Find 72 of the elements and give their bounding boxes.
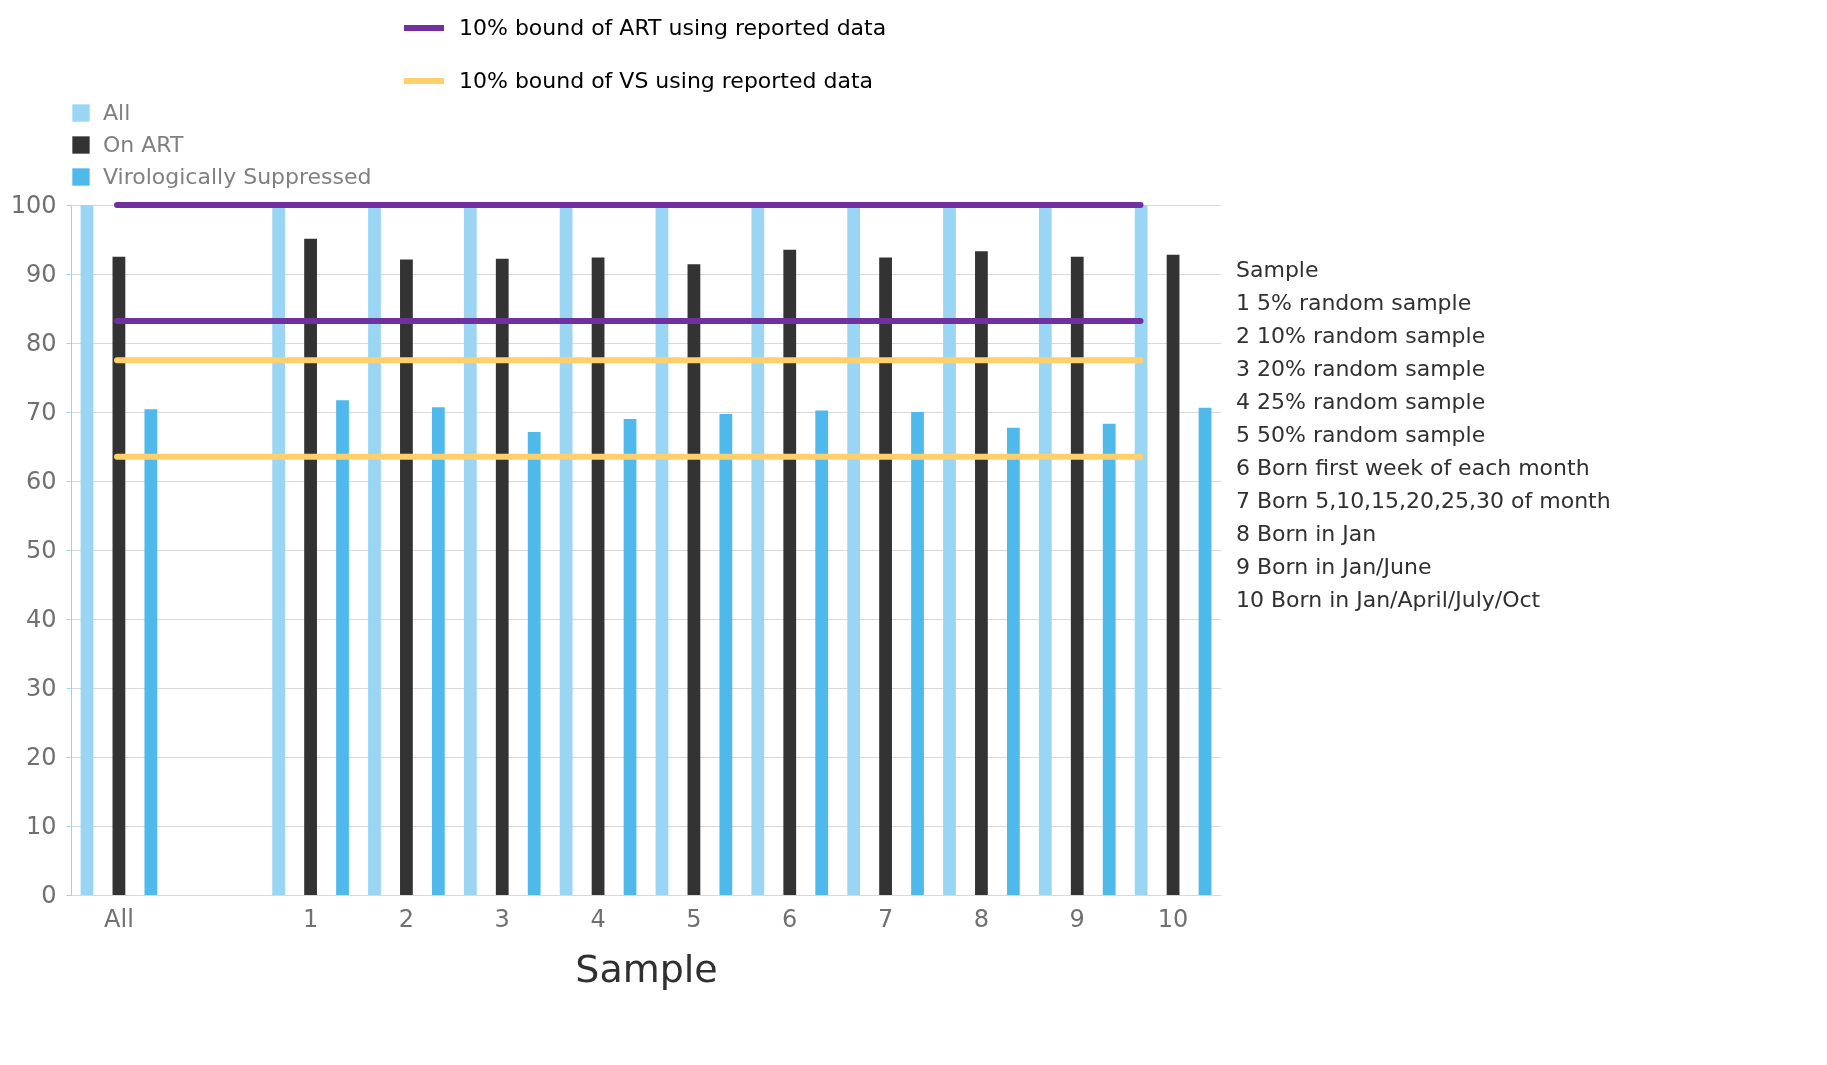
y-tick-label: 50	[25, 535, 57, 564]
bar	[591, 257, 605, 895]
y-tick-label: 10	[25, 811, 57, 840]
x-axis-title: Sample	[575, 946, 718, 991]
x-tick-label: 6	[782, 904, 798, 933]
y-tick-label: 30	[25, 673, 57, 702]
bar	[368, 205, 381, 895]
text: 5 50% random sample	[1236, 422, 1486, 447]
y-tick-label: 70	[25, 397, 57, 426]
bar	[431, 407, 445, 895]
bar	[272, 205, 286, 895]
bar	[144, 409, 158, 895]
bar	[112, 256, 126, 895]
bar	[943, 205, 956, 895]
bar	[879, 257, 892, 895]
y-tick-label: 20	[25, 742, 57, 771]
bar	[1166, 254, 1180, 895]
y-tick-label: 100	[10, 190, 57, 219]
x-tick-label: All	[104, 904, 134, 933]
text: 9 Born in Jan/June	[1236, 554, 1432, 579]
x-tick-label: 3	[494, 904, 510, 933]
bar	[1006, 427, 1020, 895]
bar	[911, 412, 924, 895]
y-tick-label: 90	[25, 259, 57, 288]
bar	[975, 251, 988, 895]
x-tick-label: 2	[398, 904, 415, 933]
text: Sample	[1236, 257, 1319, 282]
bar	[336, 400, 349, 895]
bar	[495, 258, 509, 895]
x-tick-label: 9	[1069, 904, 1085, 933]
x-tick-label: 4	[590, 904, 606, 933]
bar	[847, 205, 861, 895]
text: 3 20% random sample	[1236, 356, 1486, 381]
text: 10 Born in Jan/April/July/Oct	[1236, 587, 1541, 612]
x-tick-label: 10	[1157, 904, 1189, 933]
text: 4 25% random sample	[1236, 389, 1486, 414]
bar	[815, 410, 829, 895]
bar	[304, 238, 317, 895]
bar	[80, 205, 94, 895]
bar	[1070, 256, 1084, 895]
legend-label: Virologically Suppressed	[103, 164, 372, 189]
legend-label: All	[103, 100, 131, 125]
legend-label: 10% bound of ART using reported data	[459, 15, 887, 40]
bar	[623, 418, 637, 895]
y-tick-label: 0	[41, 880, 57, 909]
bar	[463, 205, 477, 895]
x-tick-label: 8	[973, 904, 990, 933]
y-tick-label: 80	[25, 328, 57, 357]
bar	[527, 432, 541, 895]
bar	[783, 249, 797, 895]
x-tick-label: 1	[302, 904, 319, 933]
bar	[400, 259, 413, 895]
bar	[1134, 205, 1148, 895]
legend-label: 10% bound of VS using reported data	[459, 68, 874, 93]
text: 8 Born in Jan	[1236, 521, 1377, 546]
text: 1 5% random sample	[1236, 290, 1472, 315]
bar	[1038, 205, 1052, 895]
bar	[751, 205, 765, 895]
bar	[559, 205, 573, 895]
text: 6 Born first week of each month	[1236, 455, 1590, 480]
bar	[655, 205, 669, 895]
x-tick-label: 5	[686, 904, 702, 933]
text: 7 Born 5,10,15,20,25,30 of month	[1236, 488, 1611, 513]
bar	[719, 414, 733, 895]
bar	[687, 264, 701, 895]
y-tick-label: 40	[25, 604, 57, 633]
y-tick-label: 60	[25, 466, 57, 495]
legend-label: On ART	[103, 132, 184, 157]
bar	[1198, 407, 1212, 895]
bar	[1102, 423, 1116, 895]
text: 2 10% random sample	[1236, 323, 1486, 348]
x-tick-label: 7	[877, 904, 894, 933]
